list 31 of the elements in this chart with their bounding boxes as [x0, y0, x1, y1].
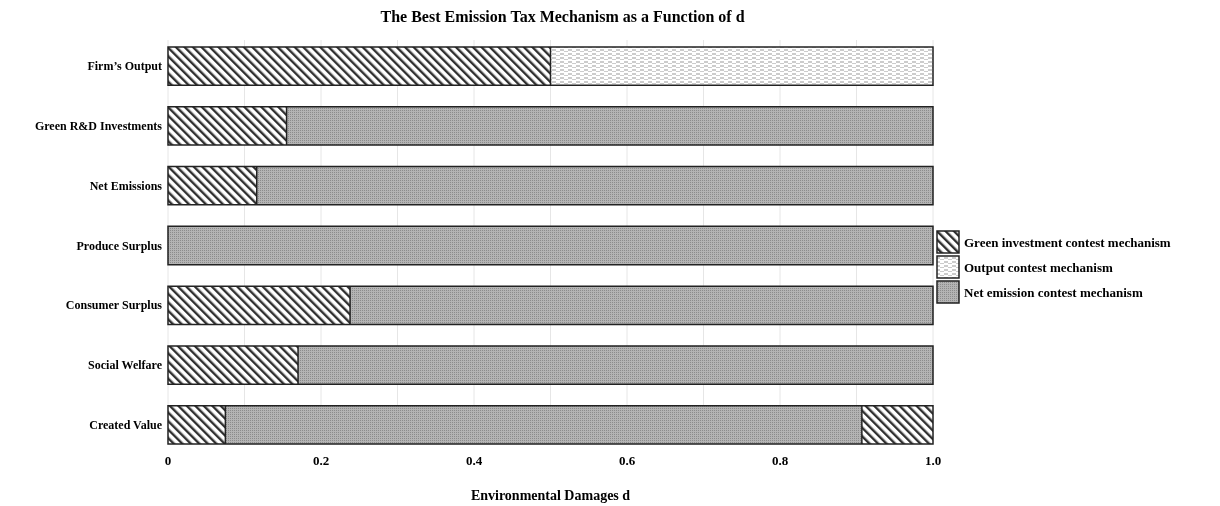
bar	[167, 405, 227, 445]
bar	[167, 225, 934, 266]
bar	[861, 405, 934, 445]
x-tick-label: 0.4	[465, 453, 483, 468]
y-tick-label: Consumer Surplus	[65, 298, 163, 313]
text: 0.2	[312, 453, 330, 468]
chart-title: The Best Emission Tax Mechanism as a Function of d	[380, 8, 745, 25]
legend-label: Output contest mechanism	[964, 260, 1113, 275]
y-tick-label: Social Welfare	[88, 358, 163, 373]
x-tick-label: 0.8	[771, 453, 789, 468]
bar	[167, 46, 552, 86]
bar	[255, 165, 934, 206]
x-tick-label: 0	[164, 453, 172, 468]
y-tick-label: Created Value	[89, 417, 163, 432]
x-tick-label: 1.0	[924, 453, 942, 468]
bar	[297, 345, 934, 385]
bar	[224, 405, 863, 445]
bar	[167, 106, 288, 146]
y-tick-label: Net Emissions	[89, 178, 163, 193]
bar	[549, 46, 934, 86]
legend-label: Net emission contest mechanism	[964, 285, 1143, 300]
bar	[167, 345, 299, 385]
bar	[167, 285, 351, 326]
bar	[285, 106, 934, 146]
legend-label: Green investment contest mechanism	[964, 235, 1171, 250]
y-tick-label: Produce Surplus	[76, 238, 163, 253]
x-axis-title: Environmental Damages d	[470, 488, 631, 503]
y-tick-label: Firm’s Output	[87, 59, 162, 74]
y-tick-label: Green R&D Investments	[34, 118, 163, 133]
bar	[167, 165, 258, 206]
x-tick-label: 0.6	[618, 453, 636, 468]
